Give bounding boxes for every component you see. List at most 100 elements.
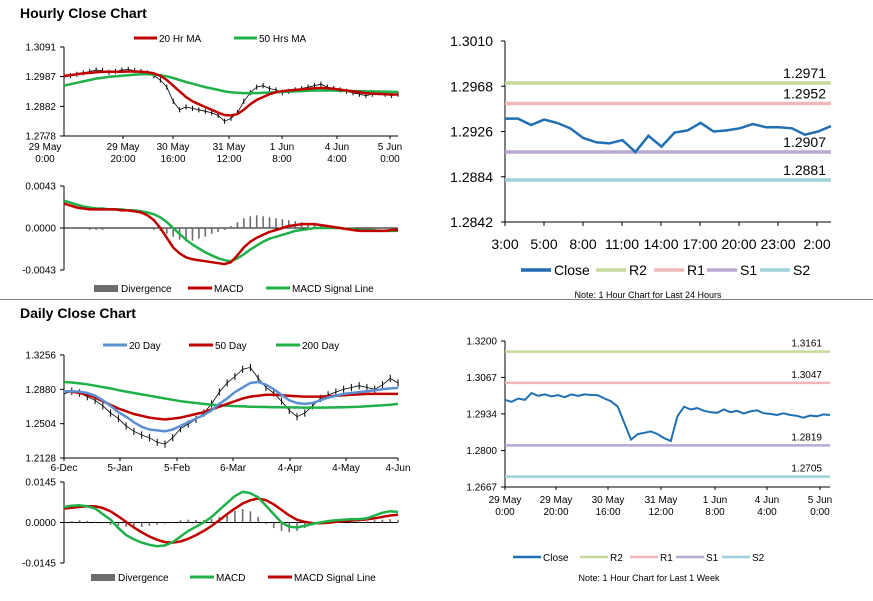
chart-note: Note: 1 Hour Chart for Last 1 Week: [579, 573, 720, 583]
x-tick-label: 6-Dec: [51, 463, 78, 474]
x-tick-label: 23:00: [760, 236, 795, 252]
x-tick-label: 20:00: [721, 236, 756, 252]
x-tick-label: 20:00: [543, 507, 568, 518]
legend-label-r2: R2: [629, 262, 647, 278]
legend-label-close: Close: [554, 262, 590, 278]
hourly-section-title: Hourly Close Chart: [20, 5, 147, 21]
hourly-pivot-chart: 1.3010 1.2968 1.2926 1.2884 1.2842 1.2971 1.29…: [450, 33, 832, 300]
x-tick-label: 29 May: [107, 142, 140, 153]
y-tick-label: 1.3010: [450, 33, 493, 49]
y-tick-label: 1.2778: [25, 132, 56, 143]
legend-swatch-divergence: [94, 285, 118, 292]
y-tick-label: 1.3256: [25, 351, 56, 362]
level-label-s1: 1.2819: [791, 432, 822, 443]
x-tick-label: 11:00: [605, 236, 639, 252]
y-tick-label: 1.2884: [450, 169, 493, 185]
x-tick-label: 4 Jun: [755, 495, 779, 506]
x-tick-label: 8:00: [272, 154, 292, 165]
weekly-pivot-chart: 1.3200 1.3067 1.2934 1.2800 1.2667 1.3161 1.30…: [466, 337, 832, 584]
y-tick-label: 1.2880: [25, 385, 56, 396]
legend-label-50-day: 50 Day: [215, 341, 247, 352]
legend-label-20-day: 20 Day: [129, 341, 161, 352]
x-tick-label: 6-Mar: [220, 463, 247, 474]
price-line: [63, 366, 399, 445]
x-tick-label: 5 Jun: [378, 142, 402, 153]
series-macd: [63, 490, 399, 548]
y-tick-label: 1.3067: [466, 373, 497, 384]
legend-label-divergence: Divergence: [118, 573, 169, 584]
legend-label-s2: S2: [793, 262, 810, 278]
x-tick-label: 16:00: [160, 154, 185, 165]
daily-macd-chart: 0.0145 0.0000 -0.0145 Divergence MACD MACD Si…: [22, 478, 399, 584]
x-tick-label: 14:00: [643, 236, 678, 252]
legend-label-macd: MACD: [214, 284, 243, 295]
legend-label-s2: S2: [752, 553, 765, 564]
x-tick-label: 1 Jun: [270, 142, 294, 153]
legend-label-macd-signal-line: MACD Signal Line: [294, 573, 376, 584]
legend-label-s1: S1: [740, 262, 757, 278]
x-tick-label: 2:00: [803, 236, 830, 252]
x-tick-label: 16:00: [595, 507, 620, 518]
series-close: [504, 391, 831, 443]
x-tick-label: 29 May: [29, 142, 62, 153]
y-tick-label: 1.3091: [25, 43, 56, 54]
y-tick-label: 0.0000: [25, 224, 56, 235]
y-tick-label: 1.2800: [466, 446, 497, 457]
level-label-r2: 1.3161: [791, 339, 822, 350]
x-tick-label: 12:00: [216, 154, 241, 165]
x-tick-label: 8:00: [569, 236, 596, 252]
x-tick-label: 31 May: [645, 495, 678, 506]
legend-label-macd-signal-line: MACD Signal Line: [292, 284, 374, 295]
y-tick-label: 0.0000: [25, 518, 56, 529]
x-tick-label: 0:00: [380, 154, 400, 165]
x-tick-label: 12:00: [648, 507, 673, 518]
x-tick-label: 17:00: [682, 236, 717, 252]
level-label-s2: 1.2881: [783, 162, 826, 178]
x-tick-label: 3:00: [491, 236, 518, 252]
x-tick-label: 4-Apr: [278, 463, 303, 474]
series-close: [505, 117, 832, 154]
legend-label-r1: R1: [660, 553, 673, 564]
level-label-s1: 1.2907: [783, 134, 826, 150]
y-tick-label: -0.0043: [22, 266, 56, 277]
series-macd: [63, 202, 398, 266]
legend-label-20-hr-ma: 20 Hr MA: [159, 34, 202, 45]
y-tick-label: 1.2842: [450, 214, 493, 230]
y-tick-label: 1.2882: [25, 102, 56, 113]
x-tick-label: 5:00: [530, 236, 557, 252]
section-divider: [0, 299, 873, 300]
hourly-macd-chart: 0.0043 0.0000 -0.0043 Divergence MACD MACD Si…: [22, 182, 398, 295]
y-tick-label: -0.0145: [22, 559, 56, 570]
y-tick-label: 1.2128: [25, 454, 56, 465]
series-macd-signal-line: [63, 497, 399, 544]
y-tick-label: 0.0145: [25, 478, 56, 489]
legend-label-50-hrs-ma: 50 Hrs MA: [259, 34, 307, 45]
x-tick-label: 5-Jan: [107, 463, 132, 474]
series-200-day: [63, 380, 399, 409]
level-label-r1: 1.3047: [791, 370, 822, 381]
y-tick-label: 0.0043: [25, 182, 56, 193]
series-20-day: [64, 380, 399, 433]
y-tick-label: 1.2968: [450, 78, 493, 94]
level-label-r2: 1.2971: [783, 65, 826, 81]
x-tick-label: 30 May: [157, 142, 190, 153]
series-20-hr-ma: [63, 70, 398, 117]
legend-swatch-divergence: [91, 574, 115, 581]
x-tick-label: 20:00: [110, 154, 135, 165]
x-tick-label: 4:00: [757, 507, 777, 518]
level-label-r1: 1.2952: [783, 85, 826, 101]
legend-label-divergence: Divergence: [121, 284, 172, 295]
legend-label-s1: S1: [706, 553, 719, 564]
x-tick-label: 4-May: [332, 463, 360, 474]
x-tick-label: 29 May: [489, 495, 522, 506]
legend-label-r2: R2: [610, 553, 623, 564]
y-tick-label: 1.2987: [25, 72, 56, 83]
x-tick-label: 5-Feb: [164, 463, 191, 474]
x-tick-label: 4 Jun: [325, 142, 349, 153]
y-tick-label: 1.2926: [450, 124, 493, 140]
x-tick-label: 0:00: [495, 507, 515, 518]
x-tick-label: 8:00: [705, 507, 725, 518]
